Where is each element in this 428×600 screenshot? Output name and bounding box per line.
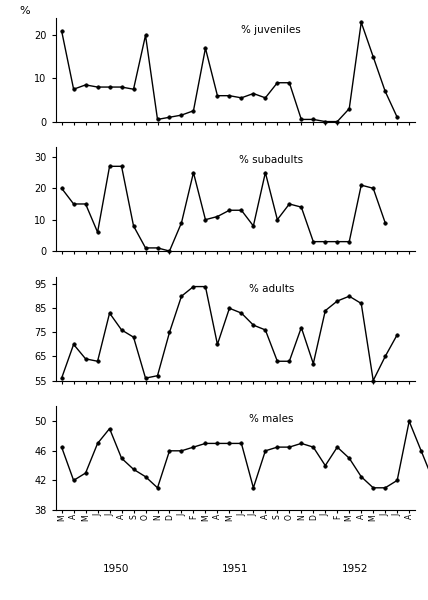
Text: 1951: 1951: [222, 564, 249, 574]
Text: 1950: 1950: [102, 564, 129, 574]
Text: % juveniles: % juveniles: [241, 25, 301, 35]
Text: % males: % males: [249, 413, 294, 424]
Text: 1952: 1952: [342, 564, 369, 574]
Text: % subadults: % subadults: [239, 155, 303, 165]
Text: %: %: [20, 6, 30, 16]
Text: % adults: % adults: [249, 284, 294, 294]
